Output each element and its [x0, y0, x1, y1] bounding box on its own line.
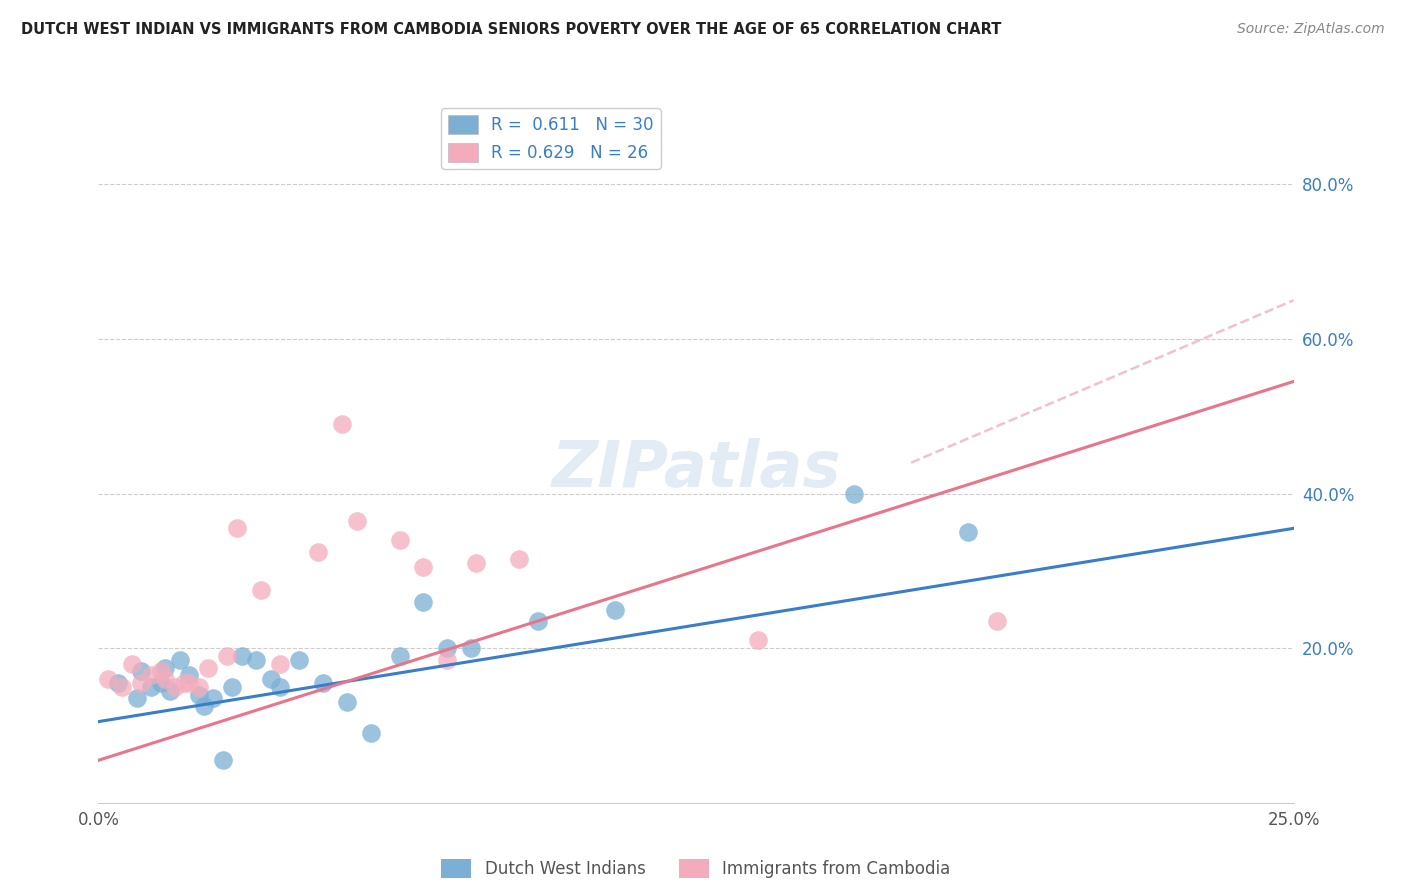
Point [360, 726, 382, 740]
Point [346, 514, 368, 528]
Point [211, 753, 233, 767]
Point [312, 676, 335, 690]
Point [179, 676, 201, 690]
Point [131, 665, 153, 679]
Point [269, 680, 291, 694]
Point [111, 680, 134, 694]
Point [163, 680, 186, 694]
Point [197, 660, 219, 674]
Point [131, 676, 153, 690]
Point [139, 680, 162, 694]
Point [159, 683, 181, 698]
Point [155, 672, 177, 686]
Point [97, 672, 120, 686]
Point [217, 648, 239, 663]
Point [221, 680, 243, 694]
Point [231, 648, 253, 663]
Point [747, 633, 769, 648]
Point [842, 486, 865, 500]
Point [187, 688, 209, 702]
Point [169, 653, 191, 667]
Point [330, 417, 353, 431]
Point [269, 657, 291, 671]
Point [139, 668, 162, 682]
Point [508, 552, 530, 566]
Point [245, 653, 267, 667]
Text: Source: ZipAtlas.com: Source: ZipAtlas.com [1237, 22, 1385, 37]
Point [173, 676, 195, 690]
Point [307, 544, 329, 558]
Point [149, 676, 172, 690]
Point [250, 583, 273, 598]
Point [193, 699, 215, 714]
Point [149, 665, 172, 679]
Point [412, 595, 434, 609]
Point [388, 648, 411, 663]
Point [986, 614, 1008, 628]
Point [412, 560, 434, 574]
Point [436, 653, 458, 667]
Point [179, 668, 201, 682]
Point [460, 641, 482, 656]
Point [336, 695, 359, 709]
Point [125, 691, 148, 706]
Text: ZIPatlas: ZIPatlas [551, 438, 841, 500]
Point [465, 556, 488, 570]
Point [603, 602, 626, 616]
Point [155, 660, 177, 674]
Point [259, 672, 281, 686]
Point [107, 676, 129, 690]
Point [288, 653, 311, 667]
Point [226, 521, 249, 535]
Point [436, 641, 458, 656]
Point [202, 691, 225, 706]
Legend: Dutch West Indians, Immigrants from Cambodia: Dutch West Indians, Immigrants from Camb… [434, 853, 957, 885]
Text: DUTCH WEST INDIAN VS IMMIGRANTS FROM CAMBODIA SENIORS POVERTY OVER THE AGE OF 65: DUTCH WEST INDIAN VS IMMIGRANTS FROM CAM… [21, 22, 1001, 37]
Point [527, 614, 550, 628]
Point [187, 680, 209, 694]
Point [957, 525, 980, 540]
Point [388, 533, 411, 547]
Point [121, 657, 143, 671]
